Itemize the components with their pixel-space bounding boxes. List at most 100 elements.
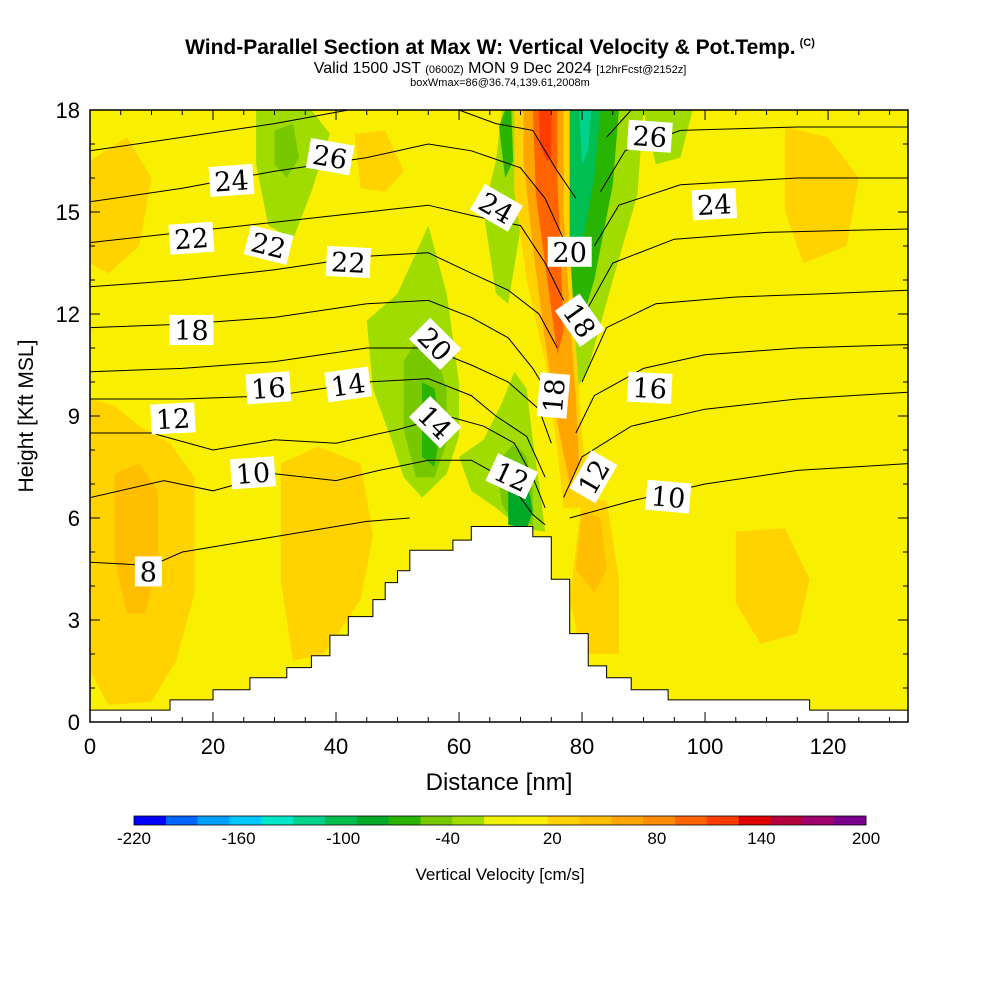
y-tick-label: 15 <box>56 200 80 225</box>
valid-utc: (0600Z) <box>425 64 464 76</box>
velocity-region <box>566 110 601 260</box>
colorbar-label: -100 <box>326 829 360 848</box>
contour-label-14: 14 <box>324 366 373 404</box>
colorbar: -220 -160 -100 -40 20 80 140 200 Vertical Veloci… <box>117 815 880 884</box>
title-text: Wind-Parallel Section at Max W: Vertical… <box>185 36 796 59</box>
contour-label-bg <box>168 221 215 255</box>
colorbar-swatch <box>738 816 772 825</box>
x-tick-label: 120 <box>810 734 847 759</box>
theta-contour-24 <box>600 126 908 192</box>
y-tick-label: 3 <box>68 608 80 633</box>
colorbar-label: 80 <box>647 829 666 848</box>
contour-label-bg <box>469 183 523 232</box>
velocity-region <box>575 511 607 593</box>
colorbar-swatch <box>324 816 358 825</box>
contour-label-text: 24 <box>213 165 249 198</box>
colorbar-swatch <box>643 816 676 825</box>
colorbar-swatch <box>197 816 230 825</box>
velocity-region <box>499 110 514 178</box>
contour-label-18: 18 <box>169 315 214 347</box>
contour-label-8: 8 <box>134 556 162 588</box>
theta-contour-20 <box>90 252 558 349</box>
contour-label-10: 10 <box>229 456 276 491</box>
x-tick-label: 40 <box>324 734 348 759</box>
contour-label-text: 10 <box>235 458 271 491</box>
contour-label-22: 22 <box>325 245 372 280</box>
contour-label-bg <box>325 245 372 279</box>
colorbar-swatch <box>675 816 708 825</box>
contour-label-bg <box>169 315 214 345</box>
terrain <box>90 526 908 722</box>
colorbar-label: 140 <box>747 829 775 848</box>
colorbar-swatch <box>834 816 867 825</box>
theta-contour-18 <box>581 289 908 383</box>
x-tick-label: 60 <box>447 734 471 759</box>
colorbar-swatch <box>356 816 390 825</box>
colorbar-swatch <box>547 816 581 825</box>
colorbar-swatch <box>611 816 644 825</box>
x-tick-label: 20 <box>201 734 225 759</box>
colorbar-title: Vertical Velocity [cm/s] <box>415 865 584 884</box>
x-tick-label: 100 <box>687 734 724 759</box>
contour-label-bg <box>245 371 292 405</box>
contour-label-text: 26 <box>310 140 349 176</box>
velocity-region <box>280 446 373 661</box>
contour-label-bg <box>408 317 462 371</box>
contour-label-12: 12 <box>150 402 196 436</box>
contour-label-bg <box>408 395 462 449</box>
contour-label-26: 26 <box>626 119 673 154</box>
contour-label-text: 8 <box>140 557 157 588</box>
valid-date: MON 9 Dec 2024 <box>468 60 592 77</box>
contour-label-bg <box>691 188 738 221</box>
contour-label-26: 26 <box>305 138 355 176</box>
velocity-region <box>274 123 300 178</box>
contour-label-bg <box>229 456 276 490</box>
contour-label-18: 18 <box>536 372 572 419</box>
contour-label-text: 22 <box>330 247 366 280</box>
y-axis-title: Height [Kft MSL] <box>15 340 38 493</box>
contour-label-16: 16 <box>245 371 292 406</box>
y-tick-label: 12 <box>56 302 80 327</box>
contour-label-text: 10 <box>650 481 687 515</box>
colorbar-swatch <box>452 816 485 825</box>
contour-label-text: 24 <box>696 189 732 222</box>
chart-subtitle: Valid 1500 JST (0600Z) MON 9 Dec 2024 [1… <box>0 60 1000 78</box>
y-axis: 0 3 6 9 12 15 18 <box>56 98 908 735</box>
contour-label-bg <box>547 236 592 267</box>
colorbar-swatch <box>165 816 199 825</box>
x-axis-title: Distance [nm] <box>426 769 573 796</box>
contour-label-text: 26 <box>631 121 667 154</box>
theta-contour-10 <box>569 463 908 519</box>
theta-contour-26 <box>606 110 632 138</box>
contour-label-bg <box>554 293 605 347</box>
contour-label-bg <box>485 453 539 500</box>
velocity-region <box>354 130 404 192</box>
theta-contour-26 <box>90 110 349 152</box>
colorbar-swatch <box>706 816 740 825</box>
colorbar-swatch <box>484 816 517 825</box>
colorbar-swatch <box>420 816 453 825</box>
theta-contour-12 <box>90 415 546 508</box>
colorbar-swatch <box>515 816 549 825</box>
contour-label-bg <box>626 119 673 153</box>
velocity-region <box>90 137 152 274</box>
colorbar-swatch <box>229 816 262 825</box>
contour-label-bg <box>208 163 255 197</box>
contour-label-20: 20 <box>547 236 592 269</box>
colorbar-label: -40 <box>435 829 460 848</box>
box-info: boxWmax=86@36.74,139.61,2008m <box>410 77 590 89</box>
colorbar-label: 20 <box>543 829 562 848</box>
contour-label-bg <box>243 225 294 265</box>
colorbar-swatch <box>261 816 294 825</box>
contour-label-text: 12 <box>155 404 191 437</box>
contour-label-bg <box>134 556 162 587</box>
contour-label-24: 24 <box>208 163 255 199</box>
chart-title: Wind-Parallel Section at Max W: Vertical… <box>0 36 1000 60</box>
velocity-region <box>735 528 810 644</box>
contour-label-bg <box>150 402 196 435</box>
velocity-region <box>539 110 552 161</box>
contour-label-bg <box>569 450 618 504</box>
